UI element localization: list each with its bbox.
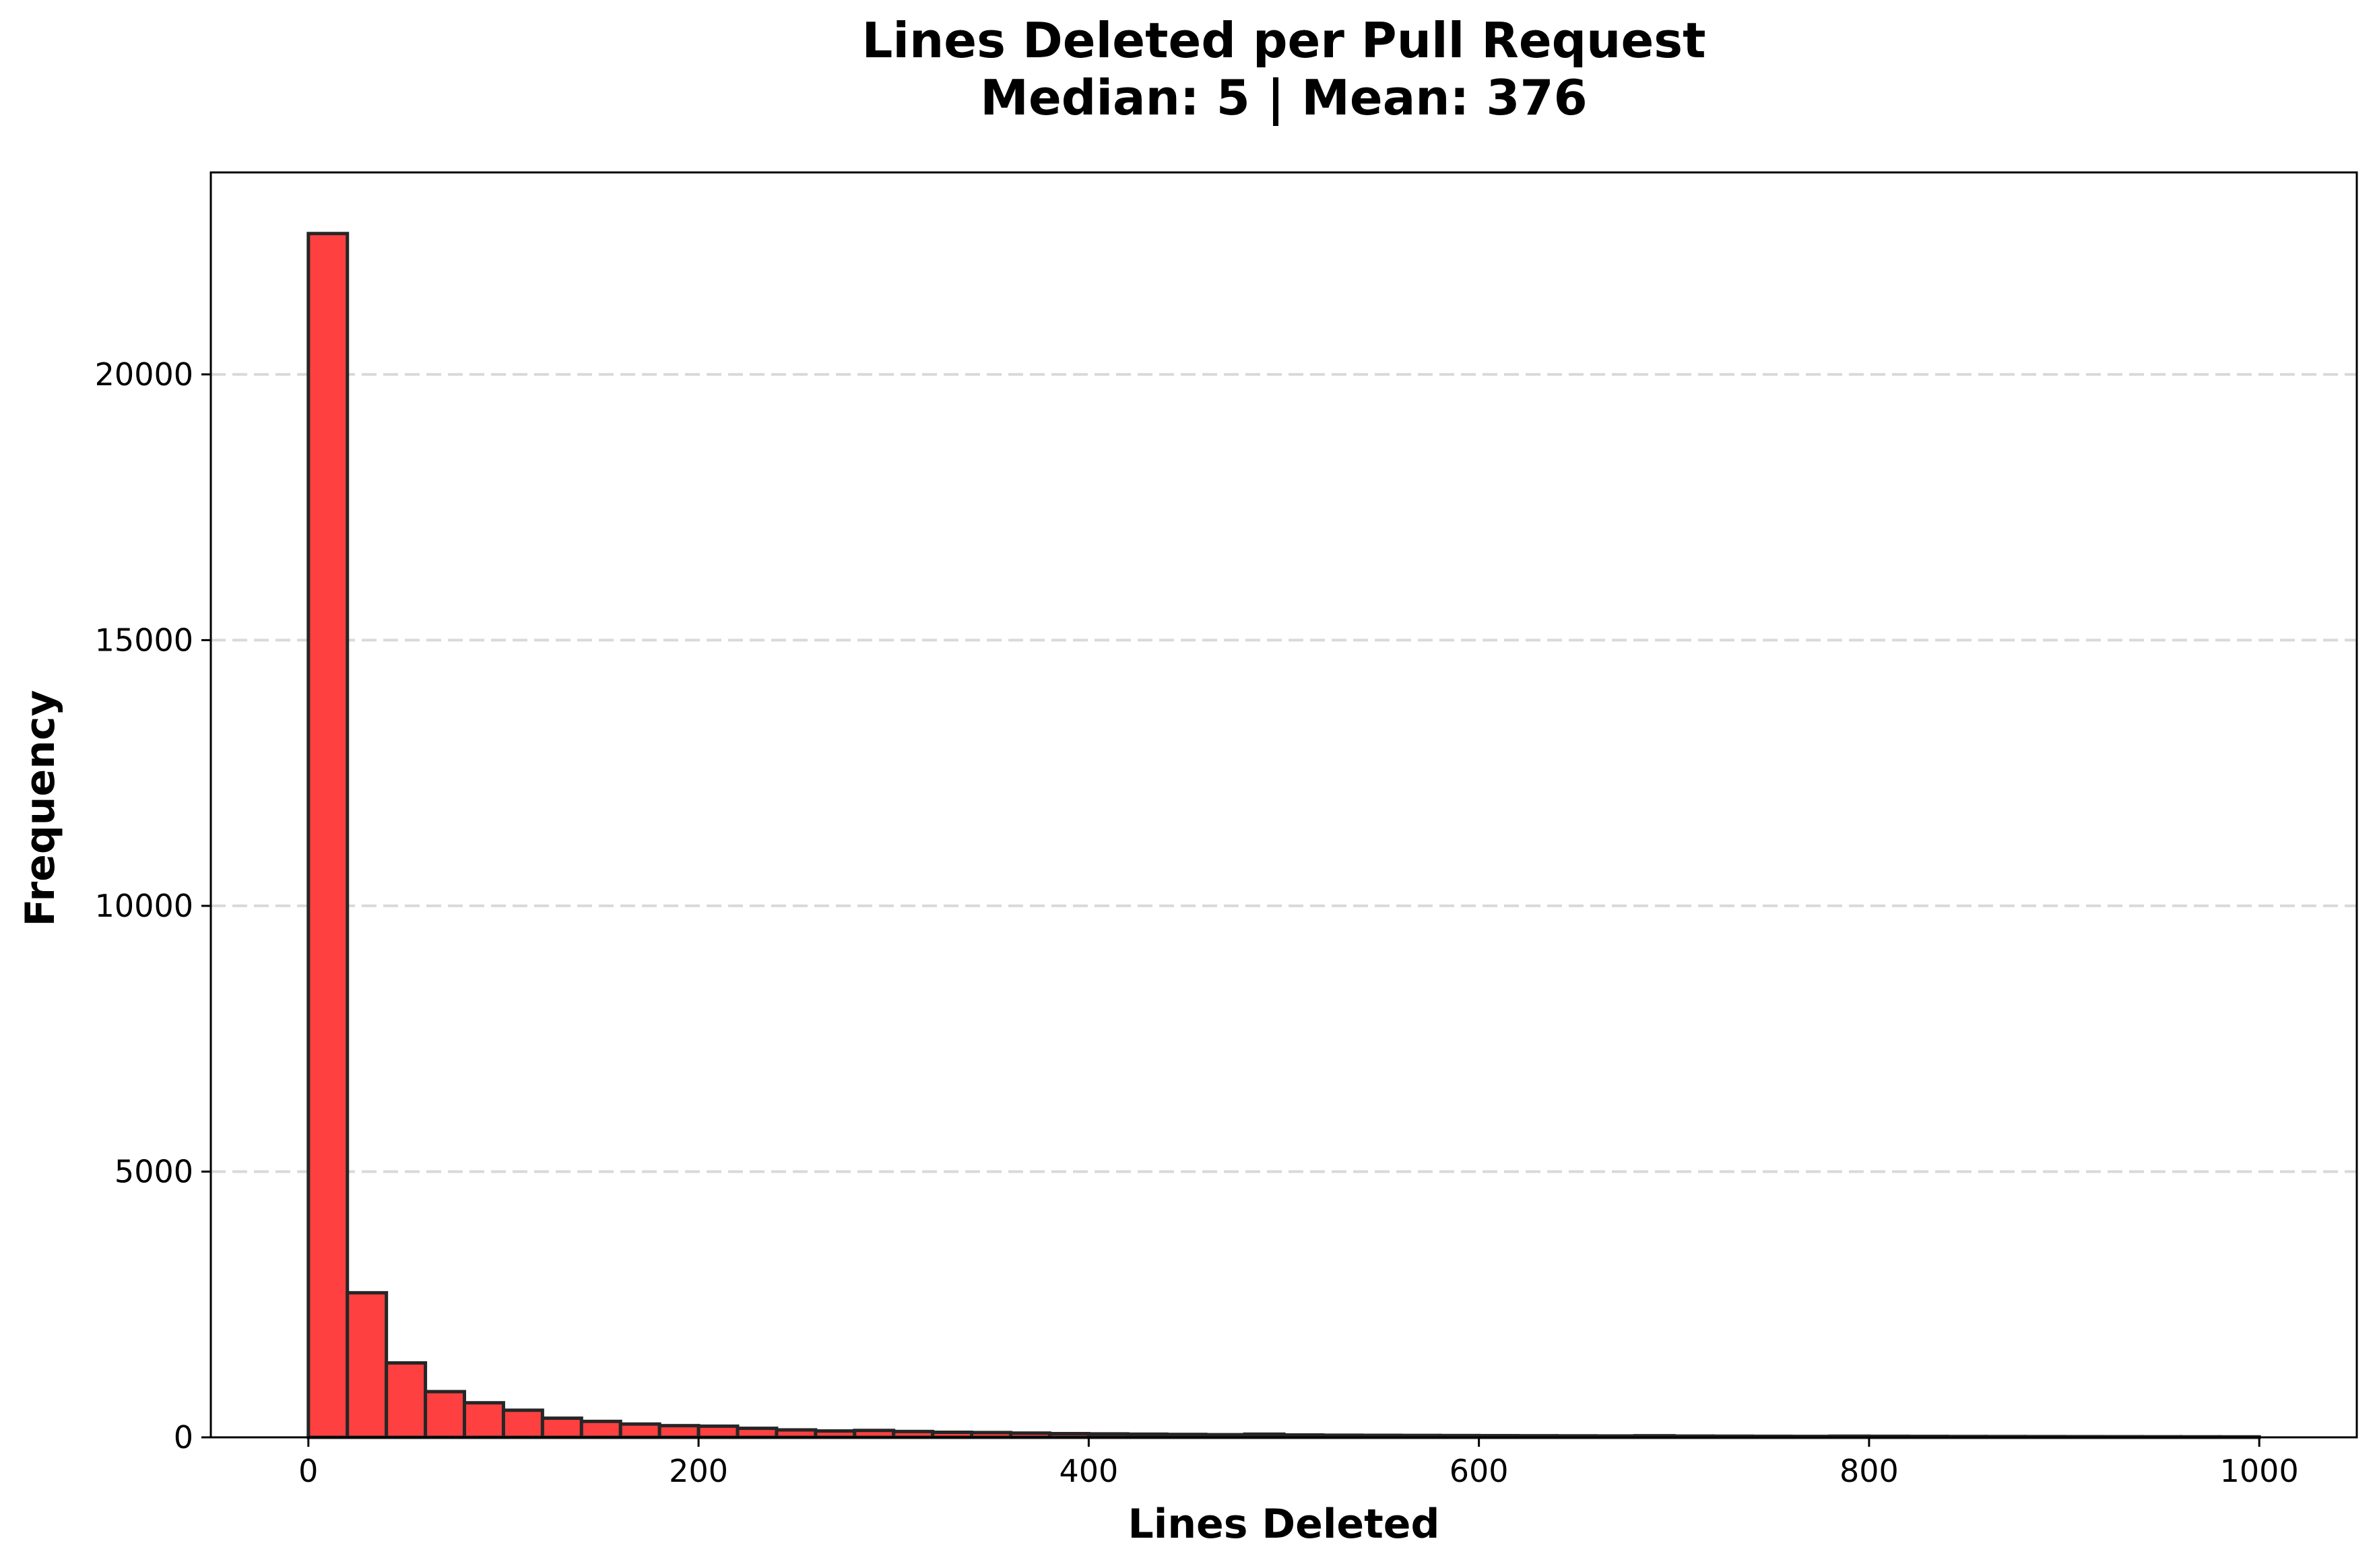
x-axis-label: Lines Deleted xyxy=(1128,1501,1440,1548)
y-tick-label: 10000 xyxy=(95,888,193,924)
y-tick-label: 15000 xyxy=(95,622,193,658)
histogram-bar xyxy=(306,232,350,1439)
y-tick-label: 0 xyxy=(174,1419,193,1456)
histogram-bar xyxy=(424,1390,467,1439)
plot-frame xyxy=(209,171,2358,1439)
y-tick-label: 20000 xyxy=(95,356,193,393)
histogram-bar xyxy=(696,1424,740,1439)
histogram-bar xyxy=(775,1428,818,1439)
histogram-bar xyxy=(657,1424,701,1439)
chart-subtitle: Median: 5 | Mean: 376 xyxy=(980,69,1587,127)
histogram-bar xyxy=(463,1401,505,1439)
histogram-bar xyxy=(346,1291,389,1439)
histogram-bar xyxy=(579,1419,622,1439)
x-tick-label: 1000 xyxy=(2220,1453,2299,1489)
y-axis-label: Frequency xyxy=(17,690,64,926)
chart-title: Lines Deleted per Pull Request xyxy=(861,12,1705,69)
histogram-bar xyxy=(853,1429,896,1439)
histogram-bar xyxy=(736,1427,779,1439)
histogram-bar xyxy=(385,1361,428,1439)
x-tick-label: 600 xyxy=(1450,1453,1509,1489)
x-tick-label: 800 xyxy=(1839,1453,1899,1489)
histogram-bar xyxy=(540,1416,583,1439)
x-tick-label: 200 xyxy=(669,1453,728,1489)
x-tick-label: 0 xyxy=(298,1453,318,1489)
histogram-bar xyxy=(501,1408,544,1439)
histogram-bar xyxy=(618,1422,661,1439)
y-gridlines xyxy=(211,372,2357,1173)
histogram-bars xyxy=(306,232,2261,1439)
y-tick-label: 5000 xyxy=(115,1153,193,1189)
x-tick-label: 400 xyxy=(1059,1453,1118,1489)
